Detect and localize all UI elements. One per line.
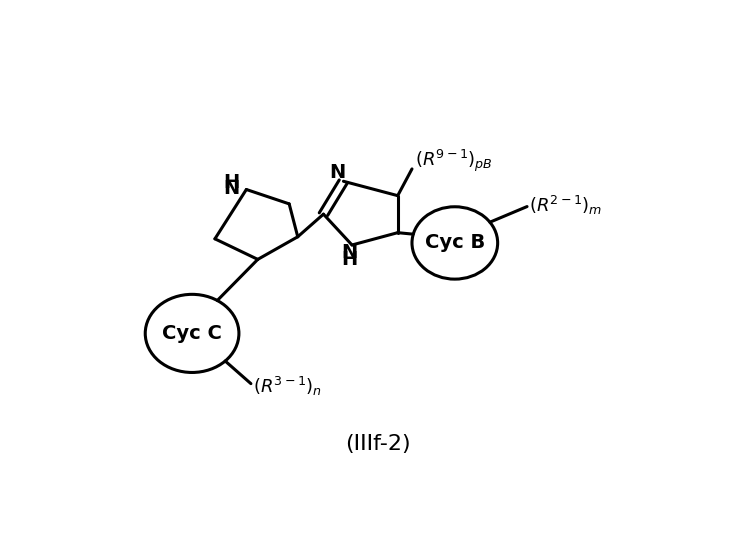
Text: N: N bbox=[329, 163, 346, 182]
Text: $(R^{9-1})_{pB}$: $(R^{9-1})_{pB}$ bbox=[415, 147, 493, 174]
Text: H: H bbox=[341, 250, 357, 269]
Text: H: H bbox=[223, 174, 239, 192]
Text: $(R^{3-1})_n$: $(R^{3-1})_n$ bbox=[254, 374, 322, 398]
Text: N: N bbox=[223, 179, 239, 198]
Text: $(R^{2-1})_m$: $(R^{2-1})_m$ bbox=[529, 194, 603, 217]
Text: Cyc C: Cyc C bbox=[162, 324, 222, 343]
Text: Cyc B: Cyc B bbox=[425, 233, 485, 253]
Text: (IIIf-2): (IIIf-2) bbox=[345, 435, 411, 454]
Text: N: N bbox=[341, 243, 357, 262]
